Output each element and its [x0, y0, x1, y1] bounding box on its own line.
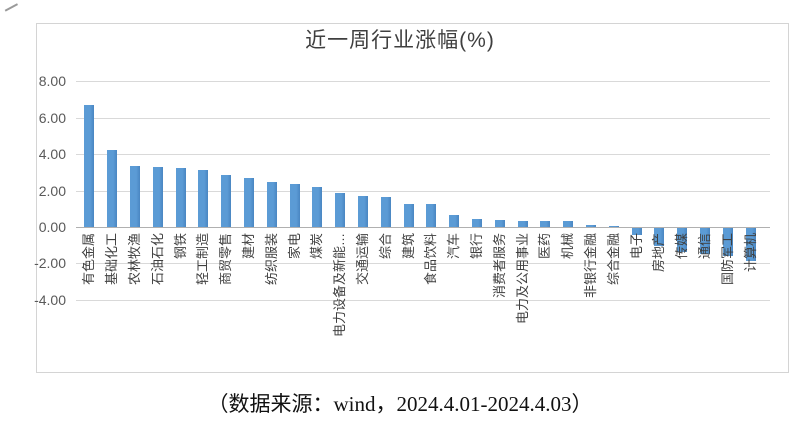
bar — [198, 170, 208, 227]
bar — [84, 105, 94, 227]
y-axis-tick-label: 4.00 — [38, 146, 66, 162]
gridline — [76, 263, 770, 264]
bar — [176, 168, 186, 227]
x-axis-category-label: 汽车 — [446, 233, 461, 260]
x-axis-category-label: 国防军工 — [720, 233, 735, 286]
x-axis-category-label: 轻工制造 — [195, 233, 210, 286]
x-axis-category-label: 机械 — [560, 233, 575, 260]
gridline — [76, 154, 770, 155]
bar — [677, 228, 687, 252]
x-axis-category-label: 通信 — [697, 233, 712, 260]
bar — [540, 221, 550, 227]
x-axis-category-label: 煤炭 — [309, 233, 324, 260]
bar — [312, 187, 322, 227]
x-axis-category-label: 非银行金融 — [583, 233, 598, 299]
bar — [335, 193, 345, 227]
y-axis-tick-label: 2.00 — [38, 183, 66, 199]
x-axis-line — [76, 227, 770, 228]
x-axis-category-label: 电子 — [629, 233, 644, 260]
bar — [153, 167, 163, 227]
gridline — [76, 81, 770, 82]
x-axis-category-label: 商贸零售 — [218, 233, 233, 286]
x-axis-category-label: 有色金属 — [81, 233, 96, 286]
gridline — [76, 118, 770, 119]
x-axis-category-label: 银行 — [469, 233, 484, 260]
bar — [107, 150, 117, 227]
bar — [130, 166, 140, 227]
bar — [290, 184, 300, 227]
bar — [449, 215, 459, 227]
bar — [267, 182, 277, 227]
bar — [654, 228, 664, 246]
y-axis-tick-label: 8.00 — [38, 73, 66, 89]
x-axis-category-label: 建材 — [241, 233, 256, 260]
x-axis-category-label: 电力及公用事业 — [515, 233, 530, 325]
x-axis-category-label: 计算机 — [743, 233, 758, 273]
x-axis-category-label: 食品饮料 — [423, 233, 438, 286]
x-axis-category-label: 纺织服装 — [264, 233, 279, 286]
x-axis-category-label: 医药 — [537, 233, 552, 260]
bar — [518, 221, 528, 227]
bar — [358, 196, 368, 227]
bar — [495, 220, 505, 227]
x-axis-category-label: 家电 — [287, 233, 302, 260]
x-axis-category-label: 钢铁 — [173, 233, 188, 260]
x-axis-category-label: 综合 — [378, 233, 393, 260]
bar — [746, 228, 756, 261]
y-axis-tick-label: 6.00 — [38, 110, 66, 126]
x-axis-category-label: 综合金融 — [606, 233, 621, 286]
bar — [404, 204, 414, 227]
chart-title: 近一周行业涨幅(%) — [305, 29, 495, 52]
bar — [381, 197, 391, 227]
bar — [609, 226, 619, 227]
x-axis-category-label: 建筑 — [401, 233, 416, 260]
x-axis-category-label: 房地产 — [651, 233, 666, 273]
y-axis-tick-label: -4.00 — [34, 292, 66, 308]
bar — [244, 178, 254, 227]
y-axis-tick-label: 0.00 — [38, 219, 66, 235]
gridline — [76, 191, 770, 192]
y-axis-tick-label: -2.00 — [34, 255, 66, 271]
bar — [472, 219, 482, 227]
bar — [221, 175, 231, 227]
bar — [426, 204, 436, 227]
gridline — [76, 300, 770, 301]
bar — [723, 228, 733, 256]
x-axis-category-label: 电力设备及新能… — [332, 233, 347, 338]
x-axis-category-label: 传媒 — [674, 233, 689, 260]
bar — [563, 221, 573, 227]
x-axis-category-label: 基础化工 — [104, 233, 119, 286]
bar — [632, 228, 642, 235]
x-axis-category-label: 农林牧渔 — [127, 233, 142, 286]
bar — [700, 228, 710, 254]
bar — [586, 225, 596, 227]
x-axis-category-label: 消费者服务 — [492, 233, 507, 299]
x-axis-category-label: 交通运输 — [355, 233, 370, 286]
data-source-note: （数据来源：wind，2024.4.01-2024.4.03） — [207, 392, 593, 416]
x-axis-category-label: 石油石化 — [150, 233, 165, 286]
